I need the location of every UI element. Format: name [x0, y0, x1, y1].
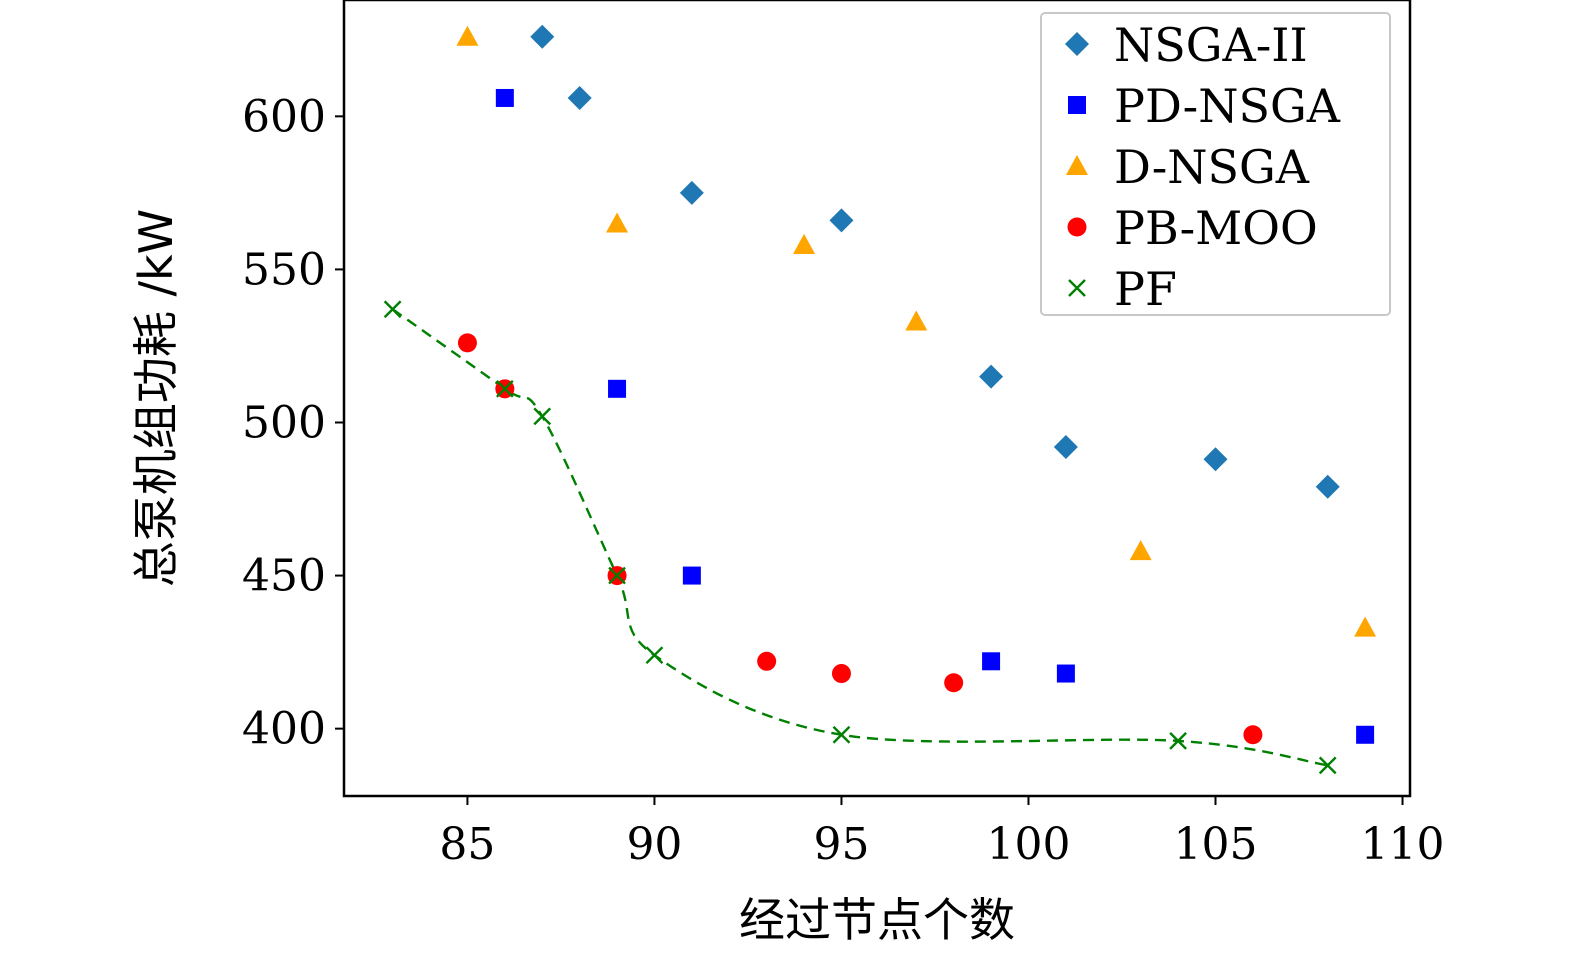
- circle-point: [944, 673, 964, 693]
- triangle-point: [793, 233, 816, 254]
- y-tick-label: 600: [242, 91, 326, 142]
- diamond-point: [1315, 474, 1340, 499]
- legend-items: NSGA-II PD-NSGA D-NSGA PB-MOO PF: [1065, 18, 1341, 316]
- x-axis-ticks: 85 90 95 100 105 110: [439, 796, 1445, 870]
- square-point: [608, 379, 627, 398]
- y-tick-label: 550: [242, 244, 326, 295]
- x-axis-label: 经过节点个数: [739, 893, 1015, 947]
- x-tick-label: 95: [813, 819, 869, 870]
- square-point: [1056, 664, 1075, 683]
- legend-label: PD-NSGA: [1114, 79, 1341, 133]
- x-point: [1169, 732, 1187, 750]
- x-point: [495, 379, 514, 398]
- triangle-point: [606, 212, 629, 233]
- square-point: [1356, 725, 1375, 744]
- diamond-point: [1053, 434, 1078, 459]
- data-points-layer: [383, 24, 1377, 775]
- series-pf: [383, 300, 1337, 775]
- legend-box: [1040, 12, 1391, 316]
- circle-point: [457, 333, 477, 353]
- legend-label: PF: [1114, 262, 1177, 316]
- pf-dashed-line-layer: [391, 308, 1328, 767]
- x-point: [533, 407, 552, 426]
- legend: NSGA-II PD-NSGA D-NSGA PB-MOO PF: [1040, 12, 1391, 316]
- circle-point: [757, 651, 777, 671]
- x-tick-label: 85: [439, 819, 495, 870]
- series-d-nsga: [456, 25, 1377, 637]
- series-nsga-ii: [530, 24, 1340, 499]
- x-tick-label: 90: [626, 819, 682, 870]
- square-point: [982, 652, 1001, 671]
- diamond-point: [530, 24, 555, 49]
- series-pd-nsga: [495, 88, 1375, 744]
- x-point: [383, 300, 402, 319]
- triangle-point: [905, 310, 928, 331]
- pf-dashed-curve: [391, 308, 1328, 767]
- diamond-point: [1203, 447, 1228, 472]
- plot-area-frame: [342, 0, 1412, 798]
- x-tick-label: 105: [1174, 819, 1258, 870]
- y-axis-ticks: 400 450 500 550 600: [242, 91, 344, 755]
- y-tick-label: 450: [242, 551, 326, 602]
- legend-label: PB-MOO: [1114, 201, 1318, 255]
- y-tick-label: 400: [242, 704, 326, 755]
- x-point: [645, 646, 664, 665]
- triangle-point: [1129, 540, 1152, 561]
- legend-marker-square: [1068, 96, 1086, 114]
- series-pb-moo: [457, 333, 1263, 745]
- x-tick-label: 110: [1361, 819, 1445, 870]
- y-axis-label: 总泵机组功耗 /kW: [129, 209, 183, 587]
- triangle-point: [456, 25, 479, 46]
- legend-label: D-NSGA: [1114, 140, 1310, 194]
- legend-marker-triangle: [1066, 155, 1088, 176]
- diamond-point: [679, 180, 704, 205]
- y-tick-label: 500: [242, 397, 326, 448]
- triangle-point: [1354, 616, 1377, 637]
- legend-marker-circle: [1067, 217, 1087, 237]
- x-point: [1318, 756, 1337, 775]
- diamond-point: [567, 85, 592, 110]
- square-point: [495, 88, 514, 107]
- circle-point: [1243, 725, 1263, 745]
- legend-label: NSGA-II: [1114, 18, 1308, 72]
- legend-marker-x: [1068, 279, 1086, 297]
- diamond-point: [829, 208, 854, 233]
- x-point: [832, 725, 851, 744]
- square-point: [682, 566, 701, 585]
- diamond-point: [979, 364, 1004, 389]
- x-point: [608, 566, 626, 585]
- circle-point: [831, 664, 851, 684]
- x-tick-label: 100: [986, 819, 1070, 870]
- legend-marker-diamond: [1065, 32, 1089, 56]
